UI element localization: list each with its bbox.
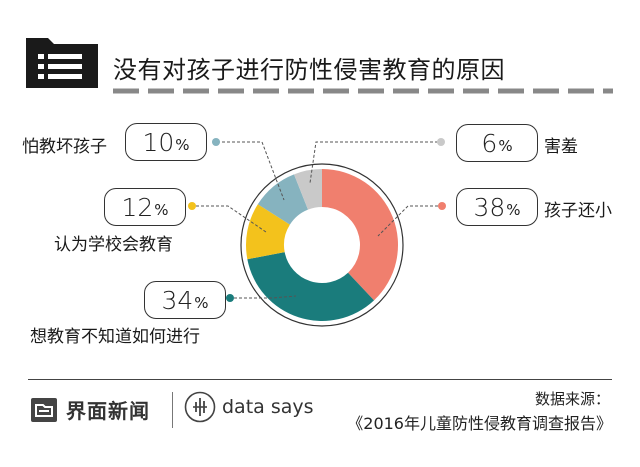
newspaper-icon	[31, 397, 57, 422]
list-card-icon	[26, 38, 98, 88]
pct-unit-10: %	[175, 136, 190, 154]
pct-box-12: 12 %	[104, 188, 186, 226]
label-school-will-teach: 认为学校会教育	[54, 235, 173, 255]
footer-separator	[172, 392, 173, 428]
label-dont-know-how: 想教育不知道如何进行	[30, 327, 200, 347]
page-title: 没有对孩子进行防性侵害教育的原因	[113, 56, 505, 84]
pct-unit-12: %	[154, 201, 169, 219]
partner-name: data says	[222, 396, 314, 418]
brand-name: 界面新闻	[66, 399, 150, 423]
pct-unit-34: %	[194, 294, 209, 312]
data-says-logo: data says	[184, 391, 314, 423]
leader-line-slice-afraid-teach-bad	[212, 141, 285, 201]
leader-dot-slice-child-too-young	[438, 202, 446, 210]
leader-line-slice-shy	[309, 141, 438, 184]
footer-divider	[28, 379, 612, 381]
slice-shy	[294, 169, 322, 210]
slice-school-will-teach	[246, 204, 290, 260]
slice-dont-know-how	[247, 252, 375, 321]
brand-logo: 界面新闻	[30, 395, 150, 424]
label-shy: 害羞	[544, 137, 578, 157]
pct-box-10: 10 %	[125, 123, 207, 161]
pct-value-6: 6	[481, 128, 498, 158]
slice-child-too-young	[322, 169, 399, 301]
leader-dot-slice-shy	[437, 138, 445, 146]
waveform-icon	[184, 391, 216, 423]
pct-value-38: 38	[473, 192, 506, 222]
leader-dot-slice-dont-know-how	[226, 294, 234, 302]
donut-outer-ring	[240, 163, 404, 327]
pct-box-34: 34 %	[144, 281, 226, 319]
pct-value-34: 34	[161, 285, 194, 315]
leader-dot-slice-school-will-teach	[188, 202, 196, 210]
pct-unit-38: %	[506, 201, 521, 219]
label-afraid-teach-bad: 怕教坏孩子	[22, 137, 107, 157]
pct-value-12: 12	[121, 192, 154, 222]
pct-unit-6: %	[498, 137, 513, 155]
leader-dot-slice-afraid-teach-bad	[212, 138, 220, 146]
leader-line-slice-school-will-teach	[196, 205, 267, 233]
title-underline	[113, 88, 613, 94]
leader-line-slice-child-too-young	[377, 205, 438, 237]
pct-box-6: 6 %	[456, 124, 538, 162]
source-text: 《2016年儿童防性侵教育调查报告》	[347, 414, 612, 433]
pct-value-10: 10	[142, 127, 175, 157]
leader-line-slice-dont-know-how	[234, 295, 297, 299]
slice-afraid-teach-bad	[257, 174, 309, 225]
donut-chart	[188, 138, 446, 327]
source-label: 数据来源：	[534, 390, 610, 408]
pct-box-38: 38 %	[456, 188, 538, 226]
label-child-too-young: 孩子还小	[544, 201, 612, 221]
